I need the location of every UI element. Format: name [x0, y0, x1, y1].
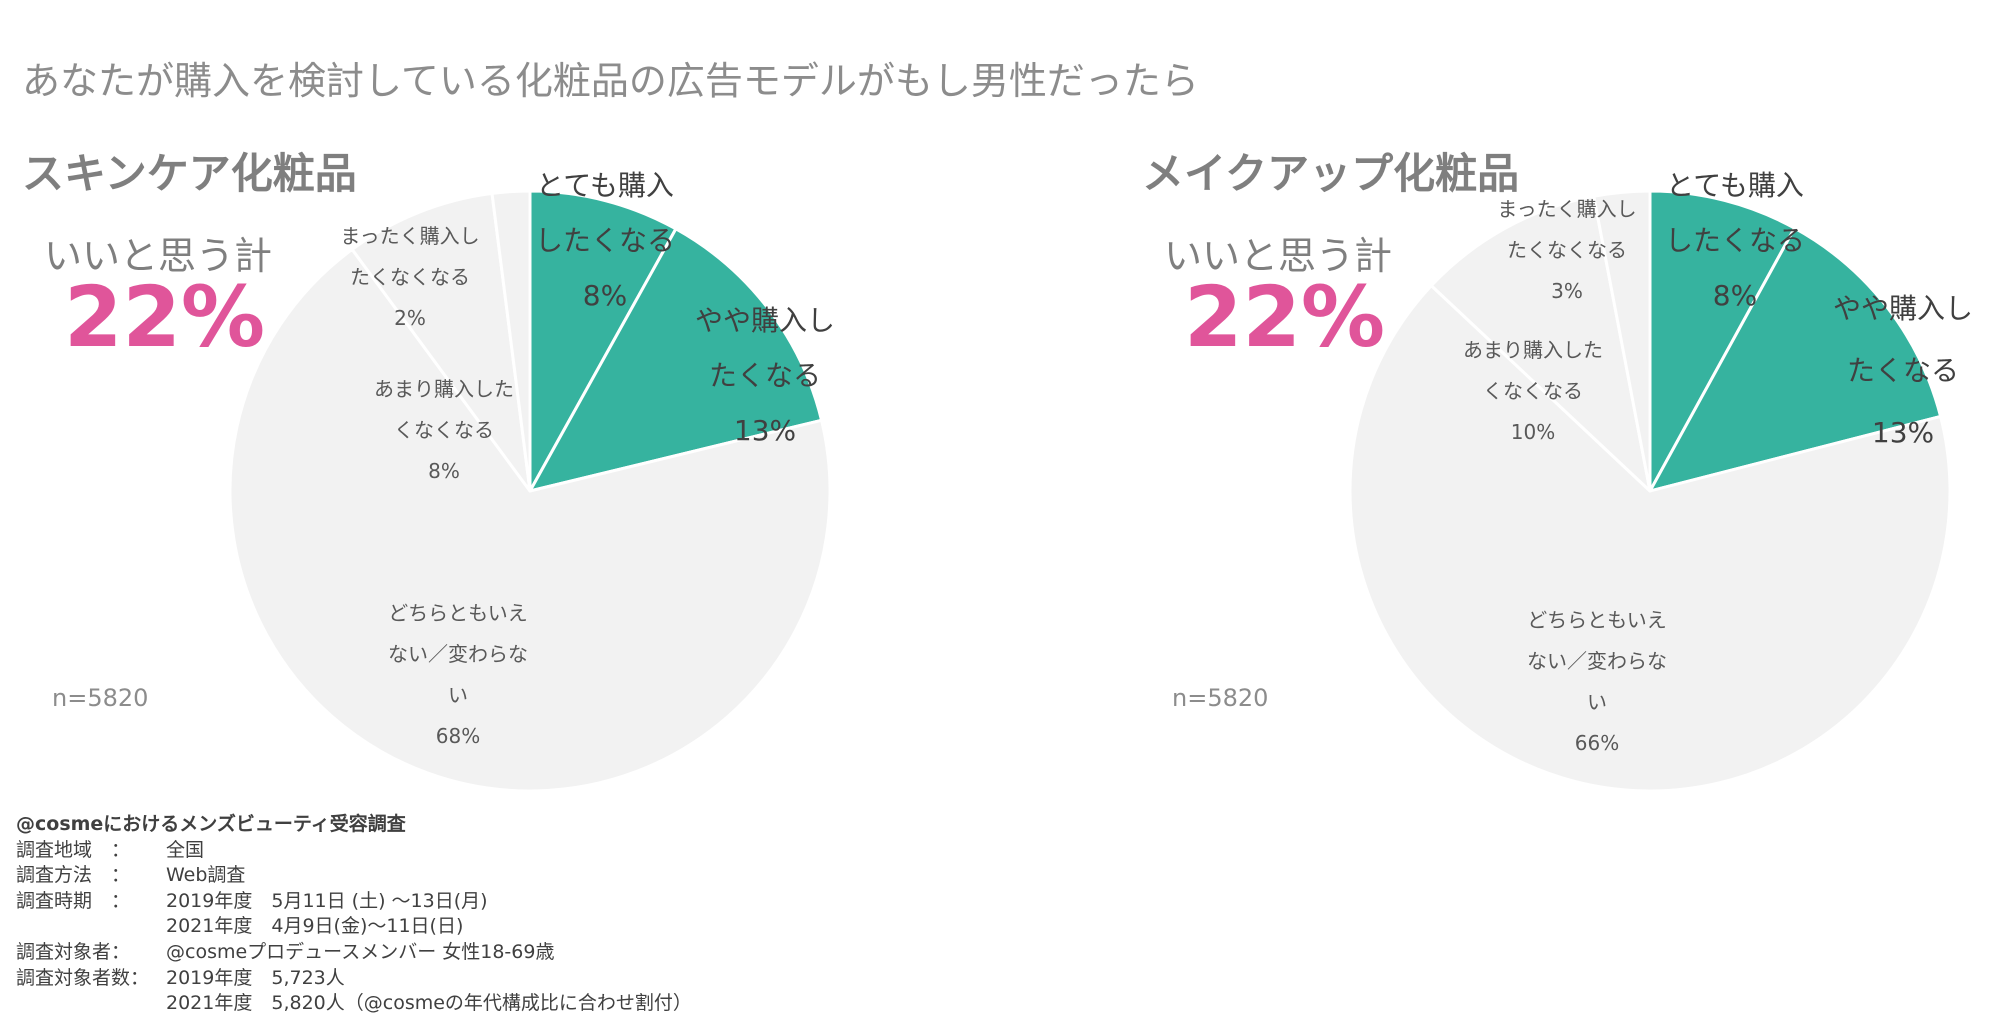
slice-label-less-likely: あまり購入したくなくなる 10% [1463, 338, 1603, 444]
main-title: あなたが購入を検討している化粧品の広告モデルがもし男性だったら [22, 59, 1199, 103]
slice-label-line: どちらともいえ [388, 601, 528, 625]
pie-chart-makeup: とても購入したくなる 8% やや購入したくなる 13% どちらともいえない／変わらない 6… [1348, 169, 1973, 793]
footer-row-key: 調査地域 ： [16, 838, 131, 861]
slice-label-line: あまり購入した [374, 377, 514, 401]
slice-label-somewhat-likely: やや購入したくなる 13% [1833, 292, 1973, 449]
slice-label-line: い [448, 683, 468, 707]
slice-label-line: やや購入し [695, 304, 835, 337]
footer-row-value: 全国 [166, 838, 205, 861]
footer-row: 調査地域 ： 全国 [16, 838, 692, 864]
slice-percent: 8% [1713, 279, 1757, 312]
slice-percent: 8% [583, 279, 627, 312]
n-label-skincare: n=5820 [52, 684, 149, 712]
slice-label-line: い [1587, 690, 1607, 714]
footer-row-key [16, 991, 166, 1017]
slice-label-line: たくなる [709, 359, 821, 392]
footer-row-key [16, 914, 166, 940]
slice-label-not-at-all: まったく購入したくなくなる 3% [1497, 197, 1636, 303]
footer-row-value: @cosmeプロデュースメンバー 女性18-69歳 [166, 940, 555, 963]
slice-label-line: したくなる [1665, 224, 1805, 257]
slice-label-line: くなくなる [1483, 379, 1583, 403]
chart-title-skincare: スキンケア化粧品 [22, 149, 357, 198]
footer-row-key: 調査方法 ： [16, 864, 131, 887]
n-label-makeup: n=5820 [1172, 684, 1269, 712]
footer-row-value: 2019年度 5,723人 [166, 966, 345, 989]
slice-label-line: とても購入 [1666, 169, 1804, 202]
slice-label-line: ない／変わらな [1527, 649, 1667, 673]
pie-slice-somewhat-likely [1648, 226, 1943, 493]
pie-slice-neutral [228, 247, 832, 793]
footer-rows: 調査地域 ： 全国調査方法 ： Web調査調査時期 ： 2019年度 5月11日 (土… [16, 838, 692, 1017]
slice-label-line: たくなくなる [350, 265, 470, 289]
footer-title: @cosmeにおけるメンズビューティ受容調査 [16, 813, 406, 835]
footer-row: 調査時期 ： 2019年度 5月11日 (土) ～13日(月) [16, 889, 692, 915]
footer-row-value: 2019年度 5月11日 (土) ～13日(月) [166, 889, 488, 912]
footer-row-value: Web調査 [166, 864, 246, 887]
slice-label-line: まったく購入し [340, 224, 479, 248]
slice-label-line: ない／変わらな [388, 642, 528, 666]
pie-chart-skincare: とても購入したくなる 8% やや購入したくなる 13% どちらともいえない／変わらない 6… [228, 169, 835, 793]
footer-row-key: 調査時期 ： [16, 889, 131, 912]
kpi-label-makeup: いいと思う計 [1164, 234, 1393, 278]
pie-slice-somewhat-likely [528, 227, 824, 493]
kpi-value-makeup: 22% [1184, 268, 1386, 366]
slice-label-line: まったく購入し [1497, 197, 1636, 221]
footer-row-value: 2021年度 5,820人（@cosmeの年代構成比に合わせ割付） [166, 992, 692, 1015]
slice-label-line: どちらともいえ [1527, 608, 1667, 632]
footer-row-value: 2021年度 4月9日(金)～11日(日) [166, 915, 464, 938]
footer-row: 調査対象者： @cosmeプロデュースメンバー 女性18-69歳 [16, 940, 692, 966]
slice-label-line: たくなくなる [1507, 238, 1627, 262]
slice-label-line: くなくなる [394, 418, 494, 442]
slice-label-neutral: どちらともいえない／変わらない 66% [1527, 608, 1667, 755]
chart-title-makeup: メイクアップ化粧品 [1142, 149, 1520, 198]
pie-slice-very-likely [528, 189, 678, 493]
pie-slice-not-at-all [1592, 189, 1652, 493]
slice-percent: 10% [1511, 420, 1555, 444]
survey-footer: @cosmeにおけるメンズビューティ受容調査 調査地域 ： 全国調査方法 ： Web… [16, 812, 692, 1017]
slice-label-neutral: どちらともいえない／変わらない 68% [388, 601, 528, 748]
slice-label-very-likely: とても購入したくなる 8% [535, 169, 675, 312]
pie-slice-not-at-all [490, 189, 532, 493]
footer-row-key: 調査対象者数： [16, 966, 150, 989]
slice-label-somewhat-likely: やや購入したくなる 13% [695, 304, 835, 447]
slice-label-not-at-all: まったく購入したくなくなる 2% [340, 224, 479, 330]
footer-row: 2021年度 5,820人（@cosmeの年代構成比に合わせ割付） [16, 991, 692, 1017]
pie-slice-neutral [1348, 284, 1952, 793]
footer-row: 調査対象者数： 2019年度 5,723人 [16, 966, 692, 992]
slice-percent: 2% [394, 306, 426, 330]
kpi-value-skincare: 22% [64, 268, 266, 366]
slice-percent: 8% [428, 459, 460, 483]
footer-row: 調査方法 ： Web調査 [16, 863, 692, 889]
pie-slice-less-likely [350, 191, 532, 493]
slice-label-line: やや購入し [1833, 292, 1973, 325]
slice-percent: 13% [1872, 416, 1934, 449]
slice-label-less-likely: あまり購入したくなくなる 8% [374, 377, 514, 483]
kpi-label-skincare: いいと思う計 [44, 234, 273, 278]
pie-slice-very-likely [1648, 189, 1797, 493]
footer-row-key: 調査対象者： [16, 940, 131, 963]
slice-percent: 66% [1575, 731, 1619, 755]
slice-label-line: あまり購入した [1463, 338, 1603, 362]
slice-label-very-likely: とても購入したくなる 8% [1665, 169, 1805, 312]
footer-row: 2021年度 4月9日(金)～11日(日) [16, 914, 692, 940]
slice-percent: 3% [1551, 279, 1583, 303]
slice-label-line: とても購入 [536, 169, 674, 202]
slice-label-line: したくなる [535, 224, 675, 257]
slice-percent: 68% [436, 724, 480, 748]
slice-percent: 13% [734, 414, 796, 447]
pie-slice-less-likely [1429, 194, 1652, 493]
slice-label-line: たくなる [1847, 354, 1959, 387]
